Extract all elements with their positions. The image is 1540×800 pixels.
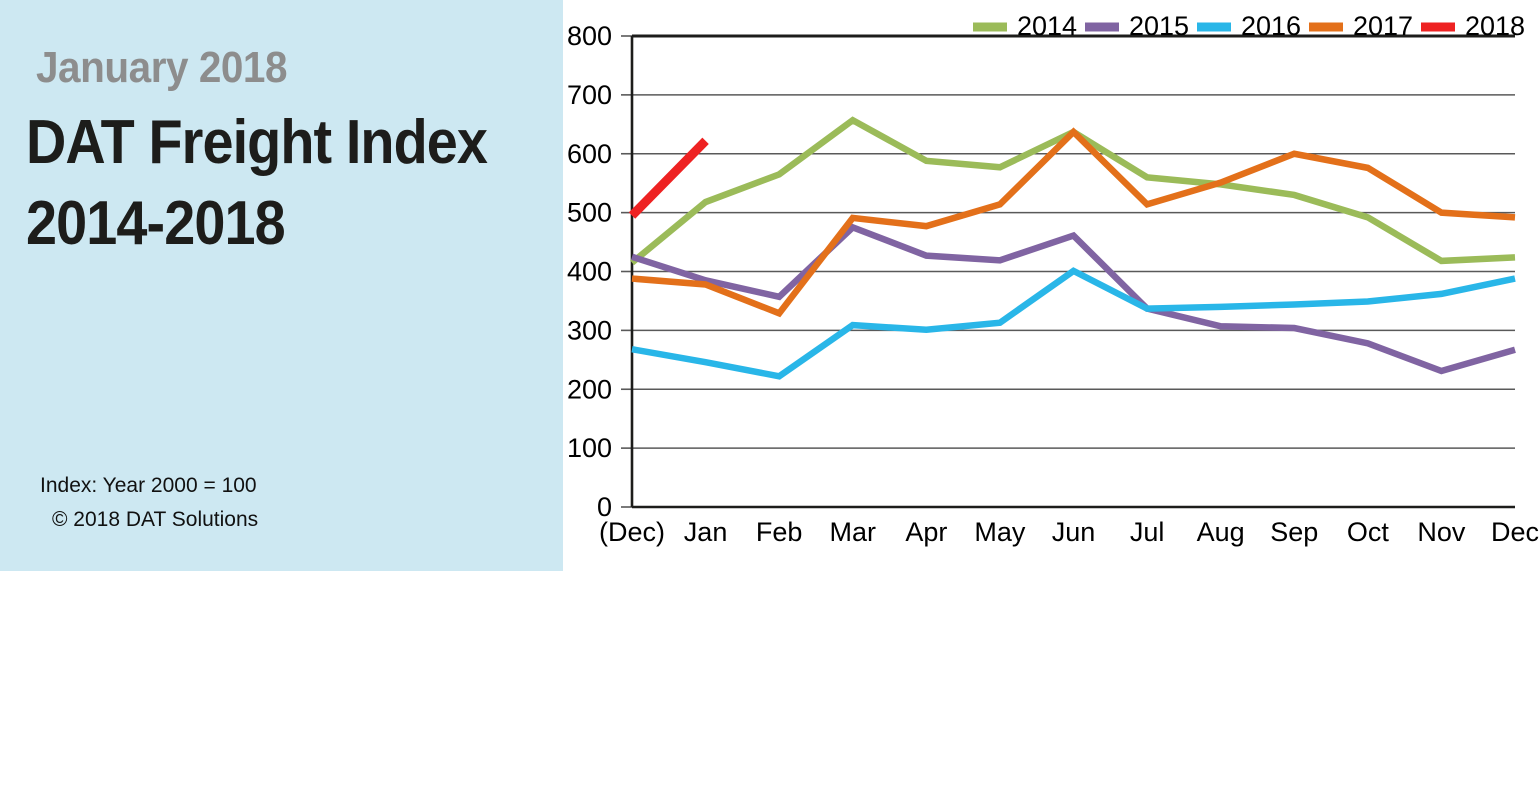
legend-label-2015: 2015	[1129, 11, 1189, 41]
title-panel: January 2018 DAT Freight Index 2014-2018…	[0, 0, 563, 571]
index-basis-note: Index: Year 2000 = 100	[40, 474, 257, 497]
page-title-line2: 2014-2018	[26, 189, 286, 258]
x-tick-label: Jun	[1052, 517, 1096, 547]
y-tick-label: 500	[567, 198, 612, 228]
series-line-2015	[631, 223, 1516, 375]
x-tick-label: Mar	[830, 517, 877, 547]
chart-legend: 2014 2015 2016 2017 2018	[973, 11, 1525, 41]
y-tick-label: 100	[567, 433, 612, 463]
x-tick-label: Oct	[1347, 517, 1390, 547]
y-tick-label: 600	[567, 139, 612, 169]
legend-label-2016: 2016	[1241, 11, 1301, 41]
y-tick-label: 200	[567, 374, 612, 404]
y-axis-labels: 0 100 200 300 400 500 600 700 800	[567, 21, 612, 522]
legend-label-2018: 2018	[1465, 11, 1525, 41]
x-tick-label: Dec	[1491, 517, 1539, 547]
freight-index-line-chart: 0 100 200 300 400 500 600 700 800 (Dec) Jan Feb Mar…	[567, 11, 1539, 547]
y-tick-label: 800	[567, 21, 612, 51]
report-month: January 2018	[36, 43, 288, 92]
x-tick-label: Nov	[1417, 517, 1466, 547]
series-line-2018	[628, 137, 709, 219]
y-tick-label: 0	[597, 492, 612, 522]
copyright-note: © 2018 DAT Solutions	[52, 508, 259, 531]
series-line-2016	[631, 267, 1516, 380]
series-line-2014	[629, 116, 1516, 266]
x-axis-labels: (Dec) Jan Feb Mar Apr May Jun Jul Aug Sep Oct Nov De…	[599, 517, 1539, 547]
legend-label-2014: 2014	[1017, 11, 1077, 41]
data-series	[628, 116, 1516, 380]
page-title-line1: DAT Freight Index	[26, 108, 488, 177]
series-line-2017	[631, 127, 1516, 318]
x-tick-label: Aug	[1197, 517, 1245, 547]
x-tick-label: May	[974, 517, 1026, 547]
y-tick-label: 300	[567, 315, 612, 345]
x-tick-label: Feb	[756, 517, 803, 547]
x-tick-label: Jan	[684, 517, 728, 547]
y-tick-label: 700	[567, 80, 612, 110]
legend-label-2017: 2017	[1353, 11, 1413, 41]
x-tick-label: Jul	[1130, 517, 1165, 547]
x-tick-label: (Dec)	[599, 517, 665, 547]
chart-container: 0 100 200 300 400 500 600 700 800 (Dec) Jan Feb Mar…	[563, 0, 1540, 571]
x-tick-label: Apr	[905, 517, 947, 547]
x-tick-label: Sep	[1270, 517, 1318, 547]
y-tick-label: 400	[567, 257, 612, 287]
